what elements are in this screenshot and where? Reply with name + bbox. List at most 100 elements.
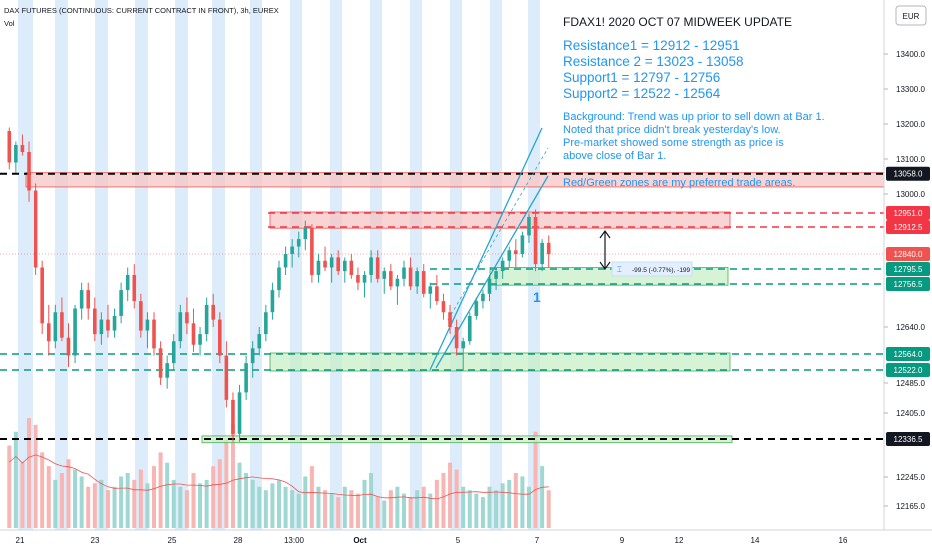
candle-body[interactable] xyxy=(179,312,183,341)
volume-bar xyxy=(73,470,77,528)
session-band-1 xyxy=(55,0,68,530)
candle-body[interactable] xyxy=(257,334,261,348)
candle-body[interactable] xyxy=(448,312,452,327)
candle-body[interactable] xyxy=(422,271,426,294)
candle-body[interactable] xyxy=(244,363,248,392)
candle-body[interactable] xyxy=(146,320,150,331)
candle-body[interactable] xyxy=(481,294,485,301)
candle-body[interactable] xyxy=(396,279,400,287)
candle-body[interactable] xyxy=(119,290,123,316)
time-tick-label: 12 xyxy=(675,536,684,545)
candle-body[interactable] xyxy=(376,257,380,278)
candle-body[interactable] xyxy=(277,267,281,290)
candle-body[interactable] xyxy=(514,250,518,254)
candle-body[interactable] xyxy=(304,228,308,239)
candle-body[interactable] xyxy=(165,363,169,378)
candle-body[interactable] xyxy=(369,257,373,275)
time-tick-label: Oct xyxy=(353,536,367,545)
candle-body[interactable] xyxy=(271,290,275,312)
candle-body[interactable] xyxy=(297,239,301,246)
volume-bar xyxy=(409,497,413,528)
candle-body[interactable] xyxy=(93,309,97,335)
candle-body[interactable] xyxy=(211,305,215,320)
candle-body[interactable] xyxy=(159,348,163,377)
candle-body[interactable] xyxy=(60,312,64,337)
candle-body[interactable] xyxy=(132,275,136,301)
candle-body[interactable] xyxy=(54,312,58,341)
time-axis: 21 23 25 28 13:00 Oct 5 7 9 12 14 16 xyxy=(16,536,848,545)
candle-body[interactable] xyxy=(547,243,551,254)
candle-body[interactable] xyxy=(152,320,156,349)
candle-body[interactable] xyxy=(14,145,18,163)
candle-body[interactable] xyxy=(323,261,327,268)
candle-body[interactable] xyxy=(218,320,222,356)
candle-body[interactable] xyxy=(336,257,340,271)
candle-body[interactable] xyxy=(310,228,314,275)
candle-body[interactable] xyxy=(231,400,235,434)
candle-body[interactable] xyxy=(106,320,110,331)
candle-body[interactable] xyxy=(284,254,288,267)
candle-body[interactable] xyxy=(540,243,544,264)
candle-body[interactable] xyxy=(507,250,511,260)
candle-body[interactable] xyxy=(442,301,446,312)
candle-body[interactable] xyxy=(67,338,71,356)
volume-bar xyxy=(547,490,551,528)
price-badge-label: 13058.0 xyxy=(894,170,923,179)
candle-body[interactable] xyxy=(330,257,334,267)
volume-bar xyxy=(514,473,518,528)
candle-body[interactable] xyxy=(461,341,465,348)
candle-body[interactable] xyxy=(126,275,130,290)
candle-body[interactable] xyxy=(501,261,505,271)
candle-body[interactable] xyxy=(73,309,77,356)
candle-body[interactable] xyxy=(494,271,498,279)
candle-body[interactable] xyxy=(172,341,176,363)
candle-body[interactable] xyxy=(100,320,104,334)
candle-body[interactable] xyxy=(139,301,143,330)
candle-body[interactable] xyxy=(488,279,492,294)
candle-body[interactable] xyxy=(534,217,538,264)
candle-body[interactable] xyxy=(251,348,255,363)
candle-body[interactable] xyxy=(455,327,459,348)
candle-body[interactable] xyxy=(415,271,419,286)
candle-body[interactable] xyxy=(356,275,360,283)
candle-body[interactable] xyxy=(21,145,25,152)
candle-body[interactable] xyxy=(34,191,38,268)
candle-body[interactable] xyxy=(40,267,44,323)
candle-body[interactable] xyxy=(527,217,531,235)
candle-body[interactable] xyxy=(435,286,439,301)
volume-bar xyxy=(402,494,406,528)
candle-body[interactable] xyxy=(238,392,242,434)
candle-body[interactable] xyxy=(27,152,31,191)
volume-bar xyxy=(461,487,465,528)
candle-body[interactable] xyxy=(317,261,321,275)
candle-body[interactable] xyxy=(521,235,525,254)
candle-body[interactable] xyxy=(382,271,386,279)
candle-body[interactable] xyxy=(363,275,367,283)
candle-body[interactable] xyxy=(192,323,196,344)
candle-body[interactable] xyxy=(47,323,51,341)
candle-body[interactable] xyxy=(86,290,90,308)
price-badge-label: 12951.0 xyxy=(894,209,923,218)
candle-body[interactable] xyxy=(185,312,189,323)
zone-support2[interactable] xyxy=(270,353,730,371)
candle-body[interactable] xyxy=(225,356,229,400)
candle-body[interactable] xyxy=(198,334,202,345)
candle-body[interactable] xyxy=(350,261,354,275)
candle-body[interactable] xyxy=(409,267,413,286)
candle-body[interactable] xyxy=(80,290,84,308)
candle-body[interactable] xyxy=(113,316,117,331)
candle-body[interactable] xyxy=(343,261,347,271)
candle-body[interactable] xyxy=(290,247,294,254)
candle-body[interactable] xyxy=(389,271,393,286)
candle-body[interactable] xyxy=(429,286,433,293)
volume-bar xyxy=(369,473,373,528)
candle-body[interactable] xyxy=(7,131,11,163)
candle-body[interactable] xyxy=(475,301,479,316)
channel-upper-line[interactable] xyxy=(430,128,542,370)
candle-body[interactable] xyxy=(468,316,472,341)
annotation-level-2: Resistance 2 = 13023 - 13058 xyxy=(563,54,744,69)
candle-body[interactable] xyxy=(402,267,406,278)
candle-body[interactable] xyxy=(205,305,209,334)
candle-body[interactable] xyxy=(264,312,268,334)
